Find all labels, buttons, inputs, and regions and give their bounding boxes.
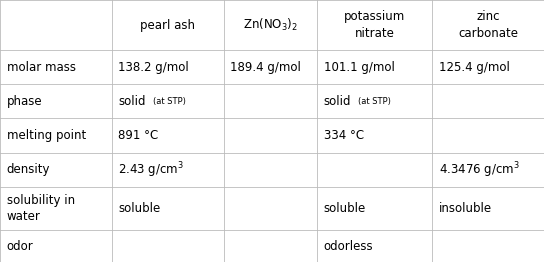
Text: 891 °C: 891 °C (119, 129, 159, 142)
Text: 2.43 g/cm$^3$: 2.43 g/cm$^3$ (119, 160, 184, 180)
Text: soluble: soluble (119, 202, 160, 215)
Text: solid: solid (324, 95, 351, 108)
Text: odor: odor (7, 240, 33, 253)
Text: (at STP): (at STP) (358, 97, 391, 106)
Text: soluble: soluble (324, 202, 366, 215)
Text: (at STP): (at STP) (153, 97, 186, 106)
Text: solubility in
water: solubility in water (7, 194, 75, 223)
Text: 138.2 g/mol: 138.2 g/mol (119, 61, 189, 74)
Text: insoluble: insoluble (438, 202, 492, 215)
Text: odorless: odorless (324, 240, 374, 253)
Text: 189.4 g/mol: 189.4 g/mol (230, 61, 301, 74)
Text: pearl ash: pearl ash (140, 19, 195, 31)
Text: 125.4 g/mol: 125.4 g/mol (438, 61, 510, 74)
Text: solid: solid (119, 95, 146, 108)
Text: potassium
nitrate: potassium nitrate (344, 10, 405, 40)
Text: zinc
carbonate: zinc carbonate (458, 10, 518, 40)
Text: density: density (7, 163, 50, 176)
Text: 4.3476 g/cm$^3$: 4.3476 g/cm$^3$ (438, 160, 520, 180)
Text: phase: phase (7, 95, 42, 108)
Text: 101.1 g/mol: 101.1 g/mol (324, 61, 395, 74)
Text: melting point: melting point (7, 129, 86, 142)
Text: Zn(NO$_3$)$_2$: Zn(NO$_3$)$_2$ (243, 17, 298, 33)
Text: 334 °C: 334 °C (324, 129, 364, 142)
Text: molar mass: molar mass (7, 61, 76, 74)
